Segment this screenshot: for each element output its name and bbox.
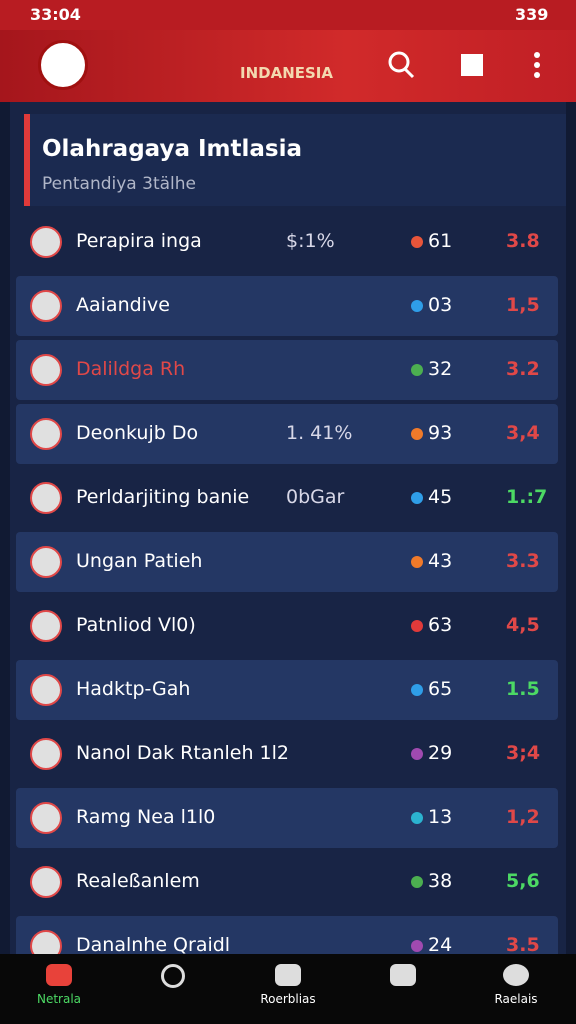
team-name: Perldarjiting banie: [76, 486, 250, 508]
row-count: 13: [428, 806, 453, 828]
row-count: 32: [428, 358, 453, 380]
team-name: Ramg Nea l1l0: [76, 806, 216, 828]
nav-home[interactable]: Netrala: [4, 964, 114, 1006]
row-count: 29: [428, 742, 453, 764]
brand: INDANESIA: [240, 64, 333, 82]
team-icon: [30, 290, 62, 322]
team-name: Dalildga Rh: [76, 358, 186, 380]
team-icon: [30, 610, 62, 642]
match-row[interactable]: Perapira inga $:1% 61 3.8: [16, 212, 558, 272]
row-score: 3.3: [506, 550, 540, 572]
team-name: Ungan Patieh: [76, 550, 203, 572]
team-name: Perapira inga: [76, 230, 202, 252]
team-name: Nanol Dak Rtanleh 1l2: [76, 742, 289, 764]
content: Olahragaya Imtlasia Pentandiya 3tälhe Pe…: [10, 102, 566, 954]
search-icon[interactable]: [388, 51, 410, 73]
team-icon: [30, 802, 62, 834]
nav-label: Netrala: [36, 992, 82, 1006]
status-dot: [411, 300, 423, 312]
row-count: 93: [428, 422, 453, 444]
team-icon: [30, 866, 62, 898]
match-row[interactable]: Ungan Patieh 43 3.3: [16, 532, 558, 592]
menu-icon[interactable]: [534, 52, 540, 58]
status-time: 33:04: [30, 5, 81, 24]
match-row[interactable]: Realeßanlem 38 5,6: [16, 852, 558, 912]
nav-results[interactable]: Roerblias: [233, 964, 343, 1006]
row-count: 63: [428, 614, 453, 636]
match-row[interactable]: Perldarjiting banie 0bGar 45 1.:7: [16, 468, 558, 528]
team-name: Aaiandive: [76, 294, 170, 316]
nav-label: Raelais: [494, 992, 538, 1006]
row-count: 24: [428, 934, 453, 954]
team-icon: [30, 738, 62, 770]
app-bar: INDANESIA: [0, 30, 576, 102]
row-count: 43: [428, 550, 453, 572]
row-score: 4,5: [506, 614, 540, 636]
header-subtitle: Pentandiya 3tälhe: [42, 174, 196, 194]
book-icon[interactable]: [461, 54, 483, 76]
row-score: 1,5: [506, 294, 540, 316]
status-dot: [411, 364, 423, 376]
match-row[interactable]: Ramg Nea l1l0 13 1,2: [16, 788, 558, 848]
team-name: Patnliod Vl0): [76, 614, 196, 636]
row-count: 03: [428, 294, 453, 316]
status-dot: [411, 428, 423, 440]
status-dot: [411, 236, 423, 248]
match-row[interactable]: Aaiandive 03 1,5: [16, 276, 558, 336]
status-dot: [411, 684, 423, 696]
team-icon: [30, 674, 62, 706]
team-name: Hadktp-Gah: [76, 678, 191, 700]
app-actions: [388, 51, 540, 79]
nav-news[interactable]: [348, 964, 458, 992]
row-extra: 0bGar: [286, 486, 345, 508]
nav-more[interactable]: Raelais: [461, 964, 571, 1006]
row-count: 38: [428, 870, 453, 892]
status-battery: 339: [515, 5, 549, 24]
row-score: 3,4: [506, 422, 540, 444]
row-score: 3.2: [506, 358, 540, 380]
team-icon: [30, 354, 62, 386]
row-score: 1.:7: [506, 486, 548, 508]
row-score: 1.5: [506, 678, 540, 700]
team-name: Danalnhe Qraidl: [76, 934, 231, 954]
match-row[interactable]: Danalnhe Qraidl 24 3.5: [16, 916, 558, 954]
header-title: Olahragaya Imtlasia: [42, 136, 303, 162]
match-row[interactable]: Hadktp-Gah 65 1.5: [16, 660, 558, 720]
status-dot: [411, 492, 423, 504]
nav-search[interactable]: [118, 964, 228, 994]
status-dot: [411, 748, 423, 760]
logo[interactable]: [38, 40, 88, 90]
status-dot: [411, 940, 423, 952]
status-dot: [411, 620, 423, 632]
row-score: 1,2: [506, 806, 540, 828]
team-icon: [30, 930, 62, 954]
team-name: Realeßanlem: [76, 870, 200, 892]
row-count: 61: [428, 230, 453, 252]
status-bar: 33:04 339: [0, 0, 576, 30]
row-extra: 1. 41%: [286, 422, 353, 444]
nav-label: Roerblias: [260, 992, 316, 1006]
team-icon: [30, 546, 62, 578]
row-extra: $:1%: [286, 230, 335, 252]
status-dot: [411, 812, 423, 824]
bottom-nav: Netrala Roerblias Raelais: [0, 954, 576, 1024]
row-count: 65: [428, 678, 453, 700]
status-dot: [411, 556, 423, 568]
match-row[interactable]: Deonkujb Do 1. 41% 93 3,4: [16, 404, 558, 464]
row-score: 3.5: [506, 934, 540, 954]
match-row[interactable]: Patnliod Vl0) 63 4,5: [16, 596, 558, 656]
team-icon: [30, 482, 62, 514]
team-icon: [30, 418, 62, 450]
match-row[interactable]: Dalildga Rh 32 3.2: [16, 340, 558, 400]
row-count: 45: [428, 486, 453, 508]
team-icon: [30, 226, 62, 258]
status-dot: [411, 876, 423, 888]
row-score: 3.8: [506, 230, 540, 252]
match-row[interactable]: Nanol Dak Rtanleh 1l2 29 3;4: [16, 724, 558, 784]
team-name: Deonkujb Do: [76, 422, 199, 444]
header-card: Olahragaya Imtlasia Pentandiya 3tälhe: [24, 114, 566, 206]
row-score: 3;4: [506, 742, 541, 764]
row-score: 5,6: [506, 870, 540, 892]
